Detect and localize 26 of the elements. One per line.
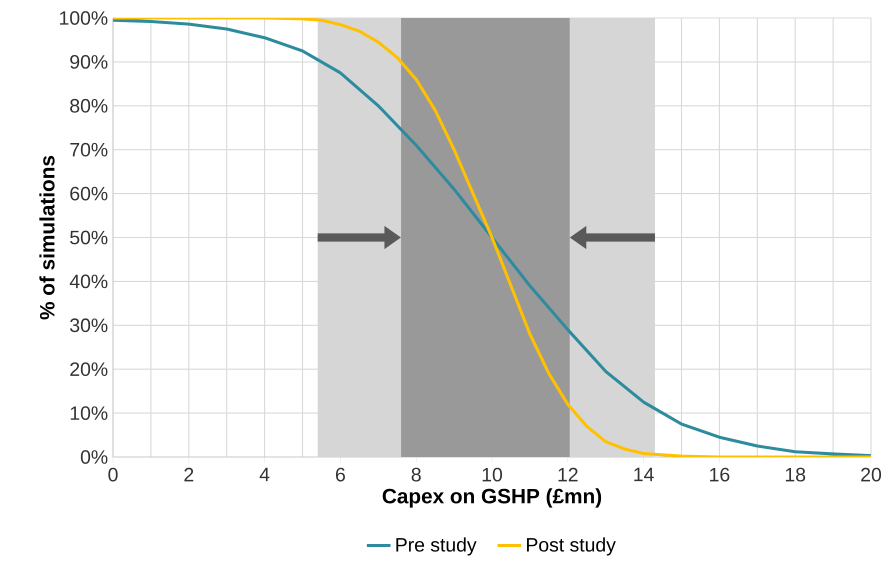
- y-tick-label: 20%: [70, 362, 108, 376]
- y-tick-label: 70%: [70, 142, 108, 157]
- legend-label: Pre study: [396, 537, 477, 556]
- x-tick-label: 14: [634, 468, 654, 482]
- x-tick-label: 0: [108, 468, 118, 482]
- x-tick-label: 16: [710, 468, 730, 482]
- x-tick-label: 20: [861, 468, 882, 482]
- y-tick-label: 80%: [70, 98, 108, 113]
- x-tick-label: 2: [184, 468, 194, 482]
- x-tick-label: 18: [786, 468, 806, 482]
- y-tick-label: 90%: [70, 55, 108, 69]
- x-tick-label: 6: [336, 468, 345, 482]
- y-tick-label: 30%: [70, 318, 108, 332]
- x-tick-label: 4: [260, 468, 270, 482]
- y-axis-title: % of simulations: [39, 156, 55, 320]
- x-tick-label: 8: [412, 468, 421, 482]
- y-tick-label: 0%: [80, 450, 108, 464]
- x-tick-label: 12: [558, 468, 578, 482]
- legend-label: Post study: [527, 537, 616, 556]
- y-tick-label: 100%: [60, 11, 108, 25]
- y-tick-label: 40%: [70, 274, 108, 288]
- y-tick-label: 50%: [70, 230, 108, 244]
- y-tick-label: 10%: [70, 406, 108, 420]
- x-tick-label: 10: [482, 468, 502, 482]
- y-tick-label: 60%: [70, 186, 108, 200]
- x-axis-title: Capex on GSHP (£mn): [382, 488, 602, 508]
